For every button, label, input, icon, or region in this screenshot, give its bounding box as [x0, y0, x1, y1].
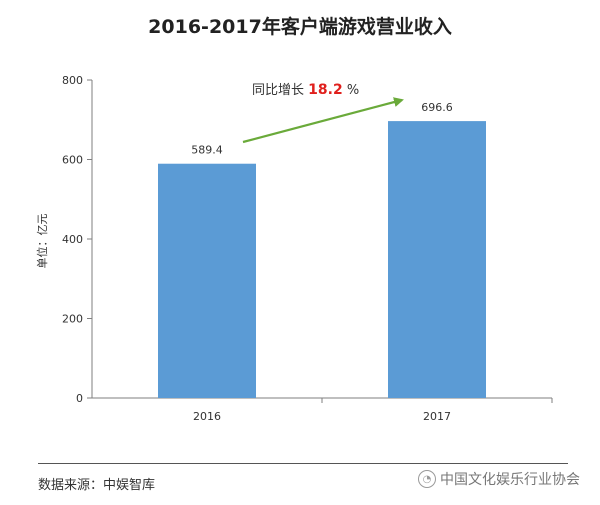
- bar-2016: [158, 163, 256, 398]
- y-axis-label: 单位：亿元: [35, 214, 49, 269]
- growth-suffix: %: [347, 83, 359, 98]
- wechat-logo-icon: ◔: [418, 470, 436, 488]
- data-source: 数据来源：中娱智库: [38, 478, 156, 493]
- y-tick-label: 600: [62, 154, 83, 167]
- watermark-text: 中国文化娱乐行业协会: [440, 472, 580, 488]
- bar-2017: [388, 121, 486, 398]
- x-tick-label: 2017: [423, 410, 451, 423]
- growth-value: 18.2: [308, 82, 343, 98]
- y-tick-label: 800: [62, 74, 83, 87]
- growth-arrow: [242, 97, 404, 144]
- growth-prefix: 同比增长: [252, 83, 304, 98]
- y-tick-label: 200: [62, 313, 83, 326]
- x-tick-label: 2016: [193, 410, 221, 423]
- watermark: ◔ 中国文化娱乐行业协会: [418, 466, 598, 492]
- growth-annotation: 同比增长 18.2 %: [252, 82, 359, 98]
- y-tick-label: 400: [62, 233, 83, 246]
- data-label-2016: 589.4: [191, 144, 223, 157]
- data-label-2017: 696.6: [421, 101, 453, 114]
- y-tick-label: 0: [76, 392, 83, 405]
- footer-divider: [38, 463, 568, 464]
- chart-title: 2016-2017年客户端游戏营业收入: [148, 16, 452, 38]
